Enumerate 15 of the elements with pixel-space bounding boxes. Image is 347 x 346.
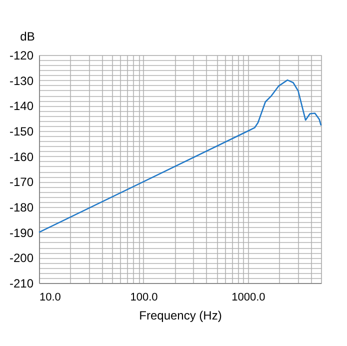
y-tick-label: -210 <box>9 276 34 290</box>
x-tick-label: 10.0 <box>40 292 61 304</box>
y-tick-label: -180 <box>9 200 34 214</box>
y-tick-label: -150 <box>9 124 34 138</box>
y-tick-label: -160 <box>9 150 34 164</box>
y-axis-title: dB <box>20 30 35 44</box>
x-tick-label: 1000.0 <box>232 292 266 304</box>
y-tick-label: -200 <box>9 251 34 266</box>
y-tick-label: -130 <box>9 74 34 88</box>
y-tick-label: -120 <box>9 48 34 62</box>
y-tick-label: -190 <box>9 226 34 240</box>
y-tick-label: -170 <box>9 175 34 190</box>
x-tick-label: 100.0 <box>130 292 158 304</box>
x-axis-title: Frequency (Hz) <box>139 308 222 322</box>
y-tick-label: -140 <box>9 99 34 114</box>
